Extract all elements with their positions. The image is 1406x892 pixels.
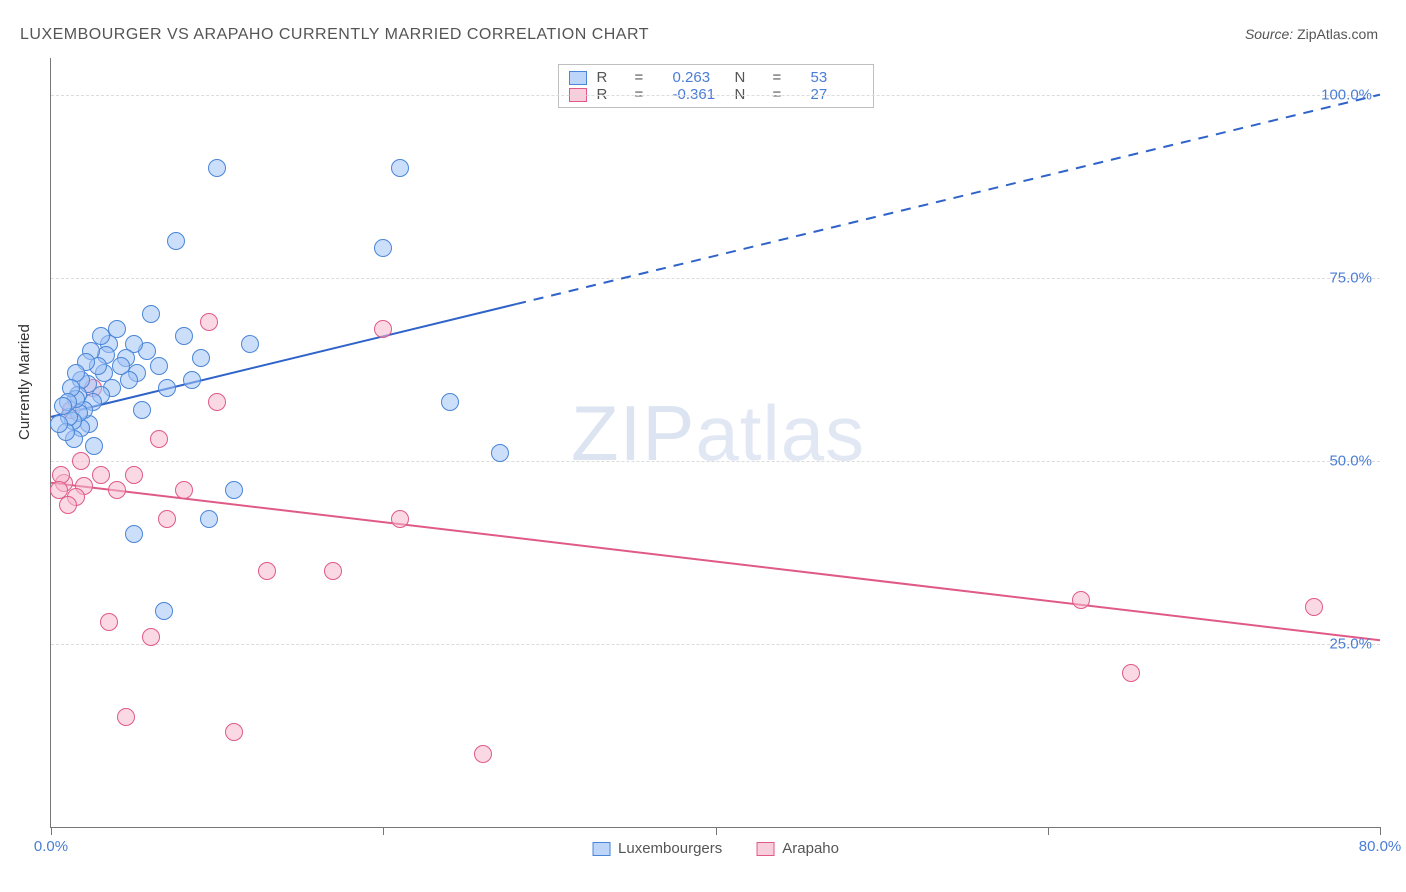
y-tick-label: 25.0%	[1321, 635, 1372, 652]
data-point	[474, 745, 492, 763]
swatch-icon	[756, 842, 774, 856]
data-point	[1122, 664, 1140, 682]
trend-lines	[51, 58, 1380, 827]
data-point	[441, 393, 459, 411]
trend-line-solid	[51, 483, 1380, 640]
y-tick-label: 100.0%	[1313, 86, 1372, 103]
chart-container: LUXEMBOURGER VS ARAPAHO CURRENTLY MARRIE…	[0, 0, 1406, 892]
x-tick	[51, 827, 52, 835]
source-label: Source:	[1245, 26, 1293, 42]
legend-label-b: Arapaho	[782, 840, 839, 857]
data-point	[150, 357, 168, 375]
data-point	[374, 239, 392, 257]
y-tick-label: 75.0%	[1321, 269, 1372, 286]
data-point	[208, 159, 226, 177]
data-point	[1072, 591, 1090, 609]
data-point	[225, 723, 243, 741]
data-point	[225, 481, 243, 499]
data-point	[391, 159, 409, 177]
data-point	[167, 232, 185, 250]
data-point	[125, 525, 143, 543]
data-point	[258, 562, 276, 580]
data-point	[50, 481, 68, 499]
data-point	[200, 510, 218, 528]
data-point	[142, 628, 160, 646]
data-point	[85, 437, 103, 455]
data-point	[72, 452, 90, 470]
source-value: ZipAtlas.com	[1297, 26, 1378, 42]
swatch-icon	[592, 842, 610, 856]
data-point	[391, 510, 409, 528]
data-point	[133, 401, 151, 419]
data-point	[117, 708, 135, 726]
data-point	[112, 357, 130, 375]
data-point	[175, 327, 193, 345]
data-point	[183, 371, 201, 389]
data-point	[158, 510, 176, 528]
y-tick-label: 50.0%	[1321, 452, 1372, 469]
y-axis-label: Currently Married	[16, 324, 33, 440]
data-point	[324, 562, 342, 580]
x-tick	[1048, 827, 1049, 835]
data-point	[50, 415, 68, 433]
x-tick	[383, 827, 384, 835]
data-point	[155, 602, 173, 620]
data-point	[54, 397, 72, 415]
trend-line-dashed	[516, 95, 1380, 304]
data-point	[192, 349, 210, 367]
chart-title: LUXEMBOURGER VS ARAPAHO CURRENTLY MARRIE…	[20, 26, 649, 44]
data-point	[491, 444, 509, 462]
data-point	[241, 335, 259, 353]
data-point	[100, 613, 118, 631]
data-point	[158, 379, 176, 397]
data-point	[108, 481, 126, 499]
data-point	[208, 393, 226, 411]
plot-area: ZIPatlas R = 0.263 N = 53 R = -0.361 N =…	[50, 58, 1380, 828]
data-point	[1305, 598, 1323, 616]
legend-label-a: Luxembourgers	[618, 840, 722, 857]
legend-item-arapaho: Arapaho	[756, 840, 839, 857]
data-point	[125, 466, 143, 484]
x-tick-label: 0.0%	[34, 838, 68, 855]
x-tick-label: 80.0%	[1359, 838, 1402, 855]
x-tick	[1380, 827, 1381, 835]
series-legend: Luxembourgers Arapaho	[592, 840, 839, 857]
source-credit: Source: ZipAtlas.com	[1245, 26, 1378, 42]
data-point	[142, 305, 160, 323]
legend-item-luxembourgers: Luxembourgers	[592, 840, 722, 857]
data-point	[175, 481, 193, 499]
x-tick	[716, 827, 717, 835]
data-point	[92, 466, 110, 484]
data-point	[374, 320, 392, 338]
data-point	[150, 430, 168, 448]
data-point	[200, 313, 218, 331]
